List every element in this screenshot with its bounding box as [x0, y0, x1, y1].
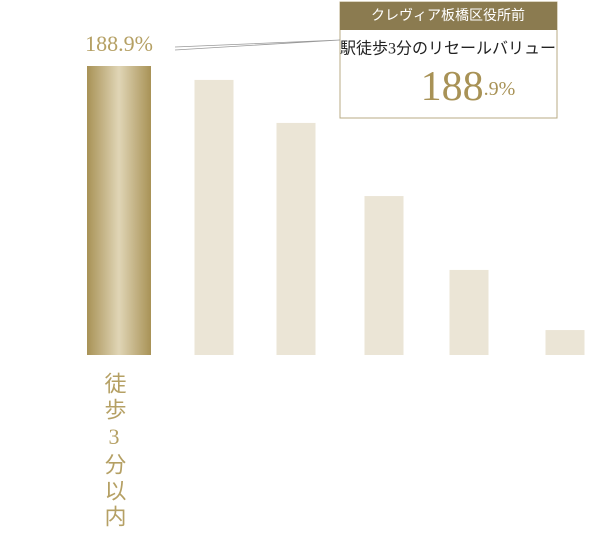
leader-line	[174, 39, 341, 51]
bar	[87, 66, 151, 355]
category-label: 徒歩3分以内	[102, 372, 127, 531]
bar	[194, 79, 234, 355]
bar	[449, 269, 489, 355]
callout-subtitle: 駅徒歩3分のリセールバリュー	[340, 40, 556, 58]
bar	[545, 330, 585, 355]
callout-header	[340, 2, 557, 30]
callout-title: クレヴィア板橋区役所前	[371, 7, 525, 24]
callout-value: 188.9%	[421, 64, 516, 110]
bar	[276, 122, 316, 355]
value-label: 188.9%	[85, 31, 153, 56]
bar	[364, 196, 404, 355]
